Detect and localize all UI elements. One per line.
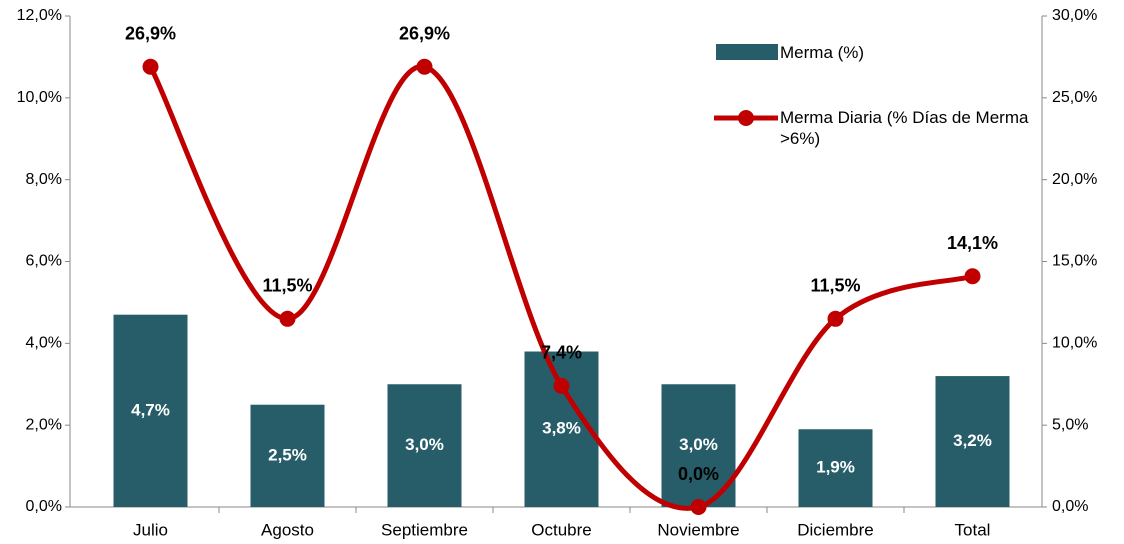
line-marker (142, 58, 159, 75)
y-tick-label: 4,0% (26, 335, 62, 352)
x-tick-label: Julio (133, 520, 168, 539)
bar-value-label: 3,0% (679, 435, 718, 454)
line-value-label: 26,9% (125, 23, 176, 43)
line-marker (279, 310, 296, 327)
line-marker (553, 377, 570, 394)
x-tick-label: Octubre (531, 520, 591, 539)
line-marker (964, 268, 981, 285)
legend-swatch (716, 44, 778, 60)
y2-tick-label: 25,0% (1052, 89, 1097, 106)
bar (250, 404, 325, 507)
x-tick-label: Noviembre (657, 520, 739, 539)
bar-value-label: 3,0% (405, 435, 444, 454)
y2-tick-label: 15,0% (1052, 253, 1097, 270)
bar-value-label: 2,5% (268, 445, 307, 464)
line-value-label: 11,5% (810, 276, 860, 296)
bar-value-label: 4,7% (131, 400, 170, 419)
y2-tick-label: 5,0% (1052, 416, 1088, 433)
y-tick-label: 10,0% (17, 89, 62, 106)
legend-label: Merma (%) (780, 43, 865, 62)
bar (935, 376, 1010, 507)
bar (113, 314, 188, 507)
y-tick-label: 6,0% (26, 253, 62, 270)
line-marker (827, 310, 844, 327)
y2-tick-label: 20,0% (1052, 171, 1097, 188)
bar-value-label: 1,9% (816, 458, 855, 477)
y-tick-label: 12,0% (17, 7, 62, 24)
line-value-label: 11,5% (262, 276, 312, 296)
x-tick-label: Total (955, 520, 991, 539)
legend-swatch (738, 110, 754, 126)
y-tick-label: 8,0% (26, 171, 62, 188)
y-tick-label: 0,0% (26, 498, 62, 515)
bar-value-label: 3,2% (953, 431, 992, 450)
y2-tick-label: 30,0% (1052, 7, 1097, 24)
legend-label: Merma Diaria (% Días de Merma >6%) (780, 108, 1029, 148)
x-tick-label: Agosto (261, 520, 314, 539)
bar-value-label: 3,8% (542, 419, 581, 438)
bar (524, 351, 599, 507)
x-tick-label: Septiembre (381, 520, 468, 539)
line-value-label: 0,0% (678, 464, 719, 484)
y-tick-label: 2,0% (26, 416, 62, 433)
line-marker (690, 499, 707, 515)
line-value-label: 14,1% (947, 233, 998, 253)
x-tick-label: Diciembre (797, 520, 874, 539)
bar (798, 429, 873, 507)
line-marker (416, 58, 433, 75)
y2-tick-label: 10,0% (1052, 335, 1097, 352)
y2-tick-label: 0,0% (1052, 498, 1088, 515)
line-value-label: 7,4% (541, 343, 582, 363)
bar (387, 384, 462, 507)
line-value-label: 26,9% (399, 23, 450, 43)
